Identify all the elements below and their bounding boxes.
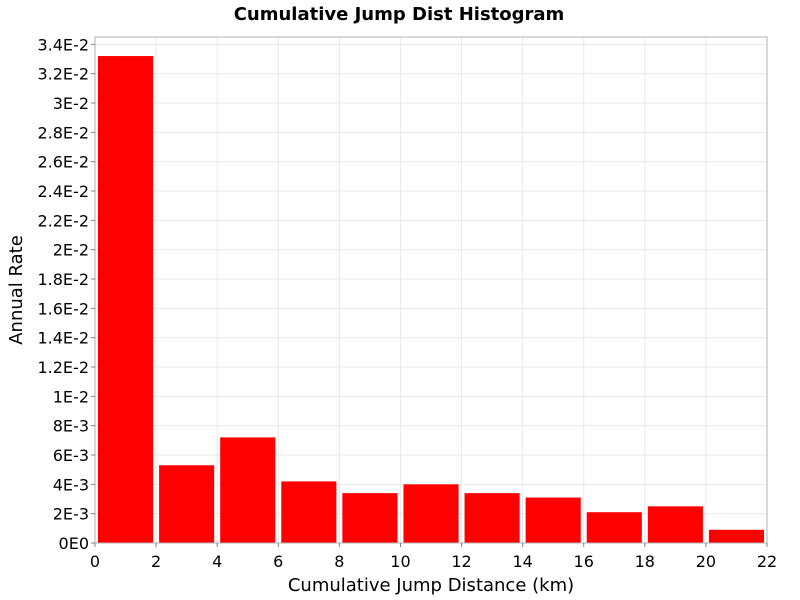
y-tick-label: 1.8E-2 (37, 270, 89, 289)
bar-series (98, 56, 764, 544)
y-tick-label: 6E-3 (53, 446, 89, 465)
bar-9 (586, 512, 642, 543)
bar-2 (159, 465, 215, 543)
y-tick-label: 3.4E-2 (37, 35, 89, 54)
y-tick-label: 4E-3 (53, 475, 89, 494)
bar-4 (281, 481, 337, 543)
bar-8 (525, 497, 581, 543)
x-tick-label: 4 (212, 552, 222, 571)
y-tick-label: 3E-2 (53, 94, 89, 113)
x-tick-label: 0 (90, 552, 100, 571)
bar-6 (403, 484, 459, 543)
x-tick-label: 18 (635, 552, 655, 571)
x-tick-label: 10 (390, 552, 410, 571)
x-axis-label: Cumulative Jump Distance (km) (288, 575, 574, 596)
x-tick-label: 22 (757, 552, 777, 571)
y-tick-label: 2.8E-2 (37, 123, 89, 142)
x-tick-label: 20 (696, 552, 716, 571)
y-tick-label: 2.4E-2 (37, 182, 89, 201)
bar-3 (220, 437, 276, 543)
bar-5 (342, 493, 398, 543)
y-axis-ticks: 0E0 2E-3 4E-3 6E-3 8E-3 1E-2 1.2E-2 1.4E-2 1.6E-… (37, 35, 95, 553)
x-tick-label: 2 (151, 552, 161, 571)
plot-frame (94, 36, 768, 544)
y-tick-label: 1.4E-2 (37, 329, 89, 348)
y-tick-label: 0E0 (59, 534, 89, 553)
x-axis-ticks: 0 2 4 6 8 10 12 14 16 18 20 22 (90, 543, 777, 571)
bar-10 (647, 506, 703, 543)
y-tick-label: 1.6E-2 (37, 299, 89, 318)
x-tick-label: 6 (273, 552, 283, 571)
x-tick-label: 14 (512, 552, 532, 571)
x-tick-label: 16 (574, 552, 594, 571)
bar-1 (98, 56, 154, 544)
y-tick-label: 2.2E-2 (37, 211, 89, 230)
y-axis-label: Annual Rate (6, 235, 27, 345)
x-tick-label: 8 (334, 552, 344, 571)
bar-11 (708, 529, 764, 543)
y-tick-label: 2E-2 (53, 241, 89, 260)
y-tick-label: 1E-2 (53, 387, 89, 406)
x-tick-label: 12 (451, 552, 471, 571)
y-tick-label: 2.6E-2 (37, 153, 89, 172)
y-tick-label: 3.2E-2 (37, 65, 89, 84)
bar-7 (464, 493, 520, 543)
chart-title: Cumulative Jump Dist Histogram (234, 4, 565, 25)
y-tick-label: 1.2E-2 (37, 358, 89, 377)
y-tick-label: 8E-3 (53, 417, 89, 436)
y-tick-label: 2E-3 (53, 505, 89, 524)
